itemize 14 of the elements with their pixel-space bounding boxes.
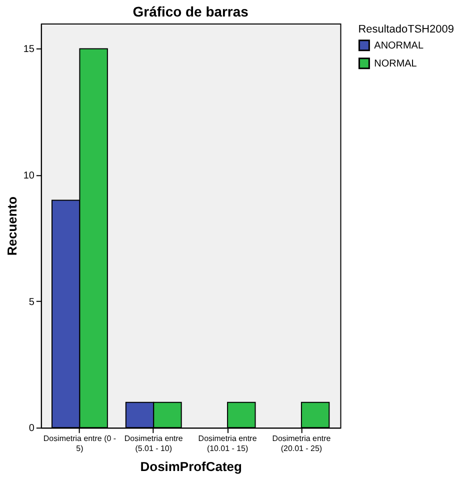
legend-label: ANORMAL — [374, 40, 424, 52]
y-tick-label: 15 — [23, 44, 35, 56]
x-tick-label: Dosimetria entre (0 - 5) — [43, 434, 116, 454]
chart-title: Gráfico de barras — [132, 3, 249, 20]
x-axis-title: DosimProfCateg — [140, 458, 242, 474]
y-tick-label: 10 — [23, 170, 35, 182]
x-tick-label: Dosimetria entre (20.01 - 25) — [272, 434, 332, 454]
x-tick-label: Dosimetria entre (5.01 - 10) — [124, 434, 184, 454]
legend-label: NORMAL — [374, 58, 418, 70]
legend-title: ResultadoTSH2009 — [358, 23, 454, 36]
x-tick-label: Dosimetria entre (10.01 - 15) — [198, 434, 258, 454]
y-axis-title: Recuento — [4, 196, 20, 256]
y-tick-label: 5 — [28, 296, 35, 308]
y-tick-label: 0 — [28, 423, 35, 434]
